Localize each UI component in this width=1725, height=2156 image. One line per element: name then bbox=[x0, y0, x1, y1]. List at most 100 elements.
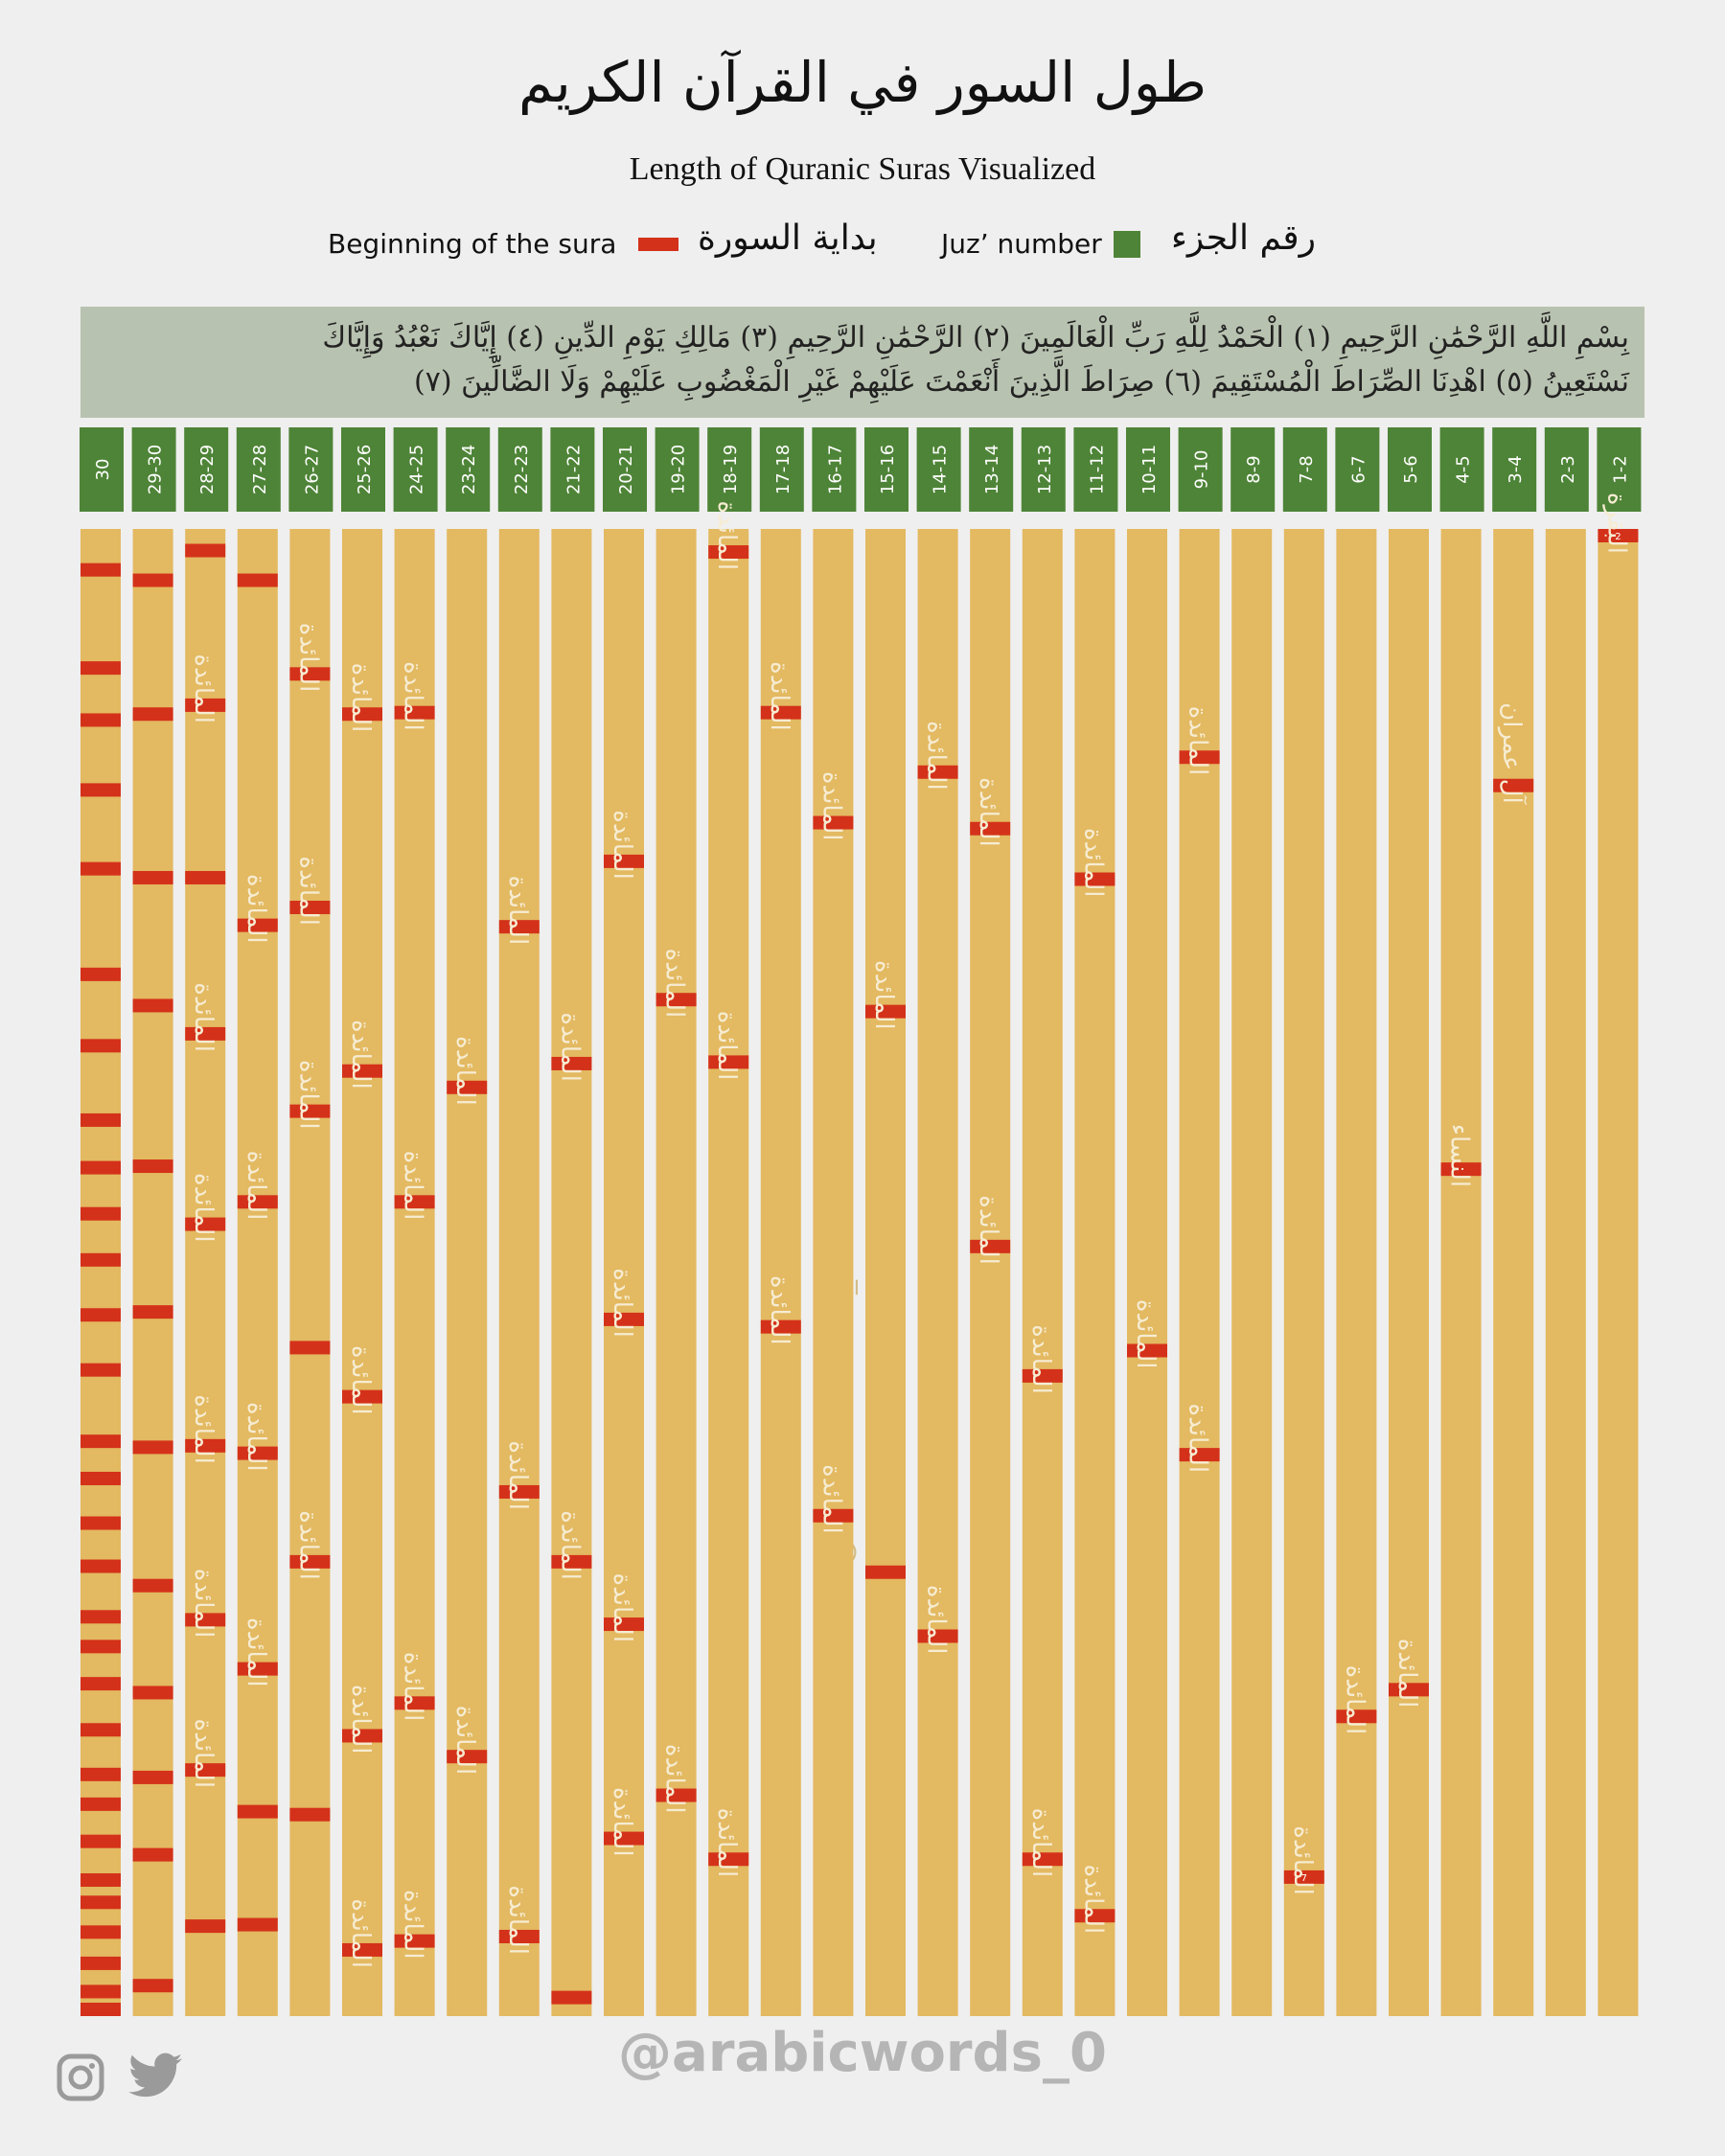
sura-name-label: المائدة bbox=[922, 721, 951, 791]
sura-start-marker bbox=[865, 1565, 906, 1579]
sura-name-label: المائدة bbox=[608, 1268, 636, 1338]
sura-start-marker bbox=[80, 1925, 121, 1939]
sura-name-label: المائدة bbox=[1078, 828, 1107, 898]
sura-name-label: المائدة bbox=[660, 1744, 689, 1814]
sura-start-marker bbox=[551, 1056, 592, 1070]
sura-name-label: المائدة bbox=[346, 1898, 375, 1968]
sura-start-marker bbox=[342, 707, 382, 722]
sura-name-label: المائدة bbox=[974, 1195, 1002, 1265]
juz-header-label: 8-9 bbox=[1244, 455, 1264, 483]
sura-bar bbox=[1598, 529, 1639, 2016]
juz-header-box bbox=[812, 427, 857, 512]
sura-start-marker bbox=[970, 1239, 1011, 1253]
fatiha-verse-text: بِسْمِ اللَّهِ الرَّحْمَٰنِ الرَّحِيمِ (… bbox=[322, 321, 1629, 399]
juz-header-box bbox=[1230, 427, 1276, 512]
sura-start-marker bbox=[917, 765, 958, 779]
sura-start-marker bbox=[80, 1895, 121, 1910]
sura-start-marker bbox=[342, 1729, 382, 1743]
sura-start-marker bbox=[917, 1629, 958, 1643]
twitter-icon[interactable] bbox=[128, 2053, 182, 2099]
sura-start-marker bbox=[760, 1319, 801, 1334]
sura-bar bbox=[970, 529, 1011, 2016]
sura-name-label: المائدة bbox=[399, 661, 427, 731]
sura-start-marker bbox=[1493, 778, 1534, 792]
sura-start-marker bbox=[237, 1917, 278, 1932]
sura-start-marker bbox=[498, 1484, 540, 1499]
juz-header-box bbox=[603, 427, 647, 512]
sura-name-label: المائدة bbox=[1392, 1639, 1421, 1709]
sura-start-marker bbox=[237, 918, 278, 932]
sura-start-marker bbox=[1022, 1368, 1063, 1383]
sura-start-marker bbox=[1440, 1162, 1482, 1177]
juz-header-box bbox=[1021, 427, 1066, 512]
sura-bar bbox=[447, 529, 488, 2016]
sura-start-marker bbox=[132, 707, 173, 722]
juz-header-label: 25-26 bbox=[355, 445, 375, 494]
juz-header-box bbox=[1335, 427, 1380, 512]
sura-start-marker bbox=[80, 562, 121, 577]
sura-name-label: المائدة bbox=[346, 663, 375, 733]
sura-start-marker bbox=[185, 1026, 226, 1041]
sura-bar bbox=[1231, 529, 1273, 2016]
sura-start-marker bbox=[80, 1206, 121, 1221]
sura-start-marker bbox=[394, 705, 435, 720]
sura-name-label: المائدة bbox=[1288, 1825, 1317, 1895]
juz-header-box bbox=[393, 427, 438, 512]
sura-start-marker bbox=[80, 1252, 121, 1267]
sura-start-marker bbox=[813, 1508, 854, 1523]
sura-name-label: المائدة bbox=[1078, 1865, 1107, 1935]
sura-start-marker bbox=[289, 1341, 331, 1355]
sura-start-marker bbox=[80, 1160, 121, 1175]
juz-header-label: 14-15 bbox=[931, 445, 951, 494]
juz-header-box bbox=[446, 427, 491, 512]
juz-header-label: 5-6 bbox=[1401, 455, 1421, 483]
footer-handle: @arabicwords_0 bbox=[618, 2022, 1107, 2084]
instagram-icon[interactable] bbox=[56, 2053, 105, 2102]
juz-header-label: 6-7 bbox=[1348, 455, 1368, 483]
sura-start-marker bbox=[185, 870, 226, 884]
sura-name-label: المائدة bbox=[189, 654, 218, 723]
sura-start-marker bbox=[132, 1305, 173, 1319]
juz-header-box bbox=[1492, 427, 1537, 512]
sura-bar bbox=[1389, 529, 1429, 2016]
juz-header-box bbox=[655, 427, 700, 512]
juz-header-box bbox=[288, 427, 334, 512]
sura-start-marker bbox=[132, 1979, 173, 1993]
sura-name-label: المائدة bbox=[816, 771, 845, 841]
sura-number-label: 7 bbox=[1301, 1873, 1307, 1884]
sura-bar bbox=[289, 529, 331, 2016]
sura-start-marker bbox=[80, 1039, 121, 1053]
sura-start-marker bbox=[604, 1617, 644, 1632]
sura-name-label: المائدة bbox=[1026, 1808, 1055, 1878]
sura-start-marker bbox=[185, 698, 226, 712]
sura-bar bbox=[813, 529, 854, 2016]
sura-name-label: المائدة bbox=[450, 1706, 479, 1776]
sura-start-marker bbox=[80, 1363, 121, 1377]
sura-start-marker bbox=[237, 1804, 278, 1819]
juz-header-label: 4-5 bbox=[1454, 455, 1474, 483]
sura-name-label: المائدة bbox=[712, 1808, 741, 1878]
sura-start-marker bbox=[185, 1438, 226, 1453]
sura-name-label: المائدة bbox=[399, 1890, 427, 1960]
sura-bar bbox=[604, 529, 644, 2016]
sura-start-marker bbox=[1022, 1852, 1063, 1867]
title-english: Length of Quranic Suras Visualized bbox=[629, 151, 1096, 187]
title-arabic: طول السور في القرآن الكريم bbox=[518, 50, 1207, 115]
sura-bar bbox=[1179, 529, 1220, 2016]
sura-start-marker bbox=[1598, 529, 1639, 542]
sura-name-label: المائدة bbox=[503, 876, 532, 946]
sura-start-marker bbox=[80, 1308, 121, 1322]
juz-header-label: 27-28 bbox=[250, 445, 270, 494]
sura-start-marker bbox=[708, 545, 749, 560]
juz-header-label: 22-23 bbox=[512, 445, 532, 494]
sura-name-label: المائدة bbox=[293, 1060, 322, 1130]
sura-bar bbox=[1336, 529, 1377, 2016]
juz-header-box bbox=[550, 427, 595, 512]
sura-name-label: المائدة bbox=[346, 1020, 375, 1089]
sura-start-marker bbox=[289, 1104, 331, 1118]
sura-start-marker bbox=[237, 1195, 278, 1209]
sura-bar bbox=[80, 529, 121, 2016]
sura-start-marker bbox=[237, 1662, 278, 1676]
sura-bar bbox=[237, 529, 278, 2016]
